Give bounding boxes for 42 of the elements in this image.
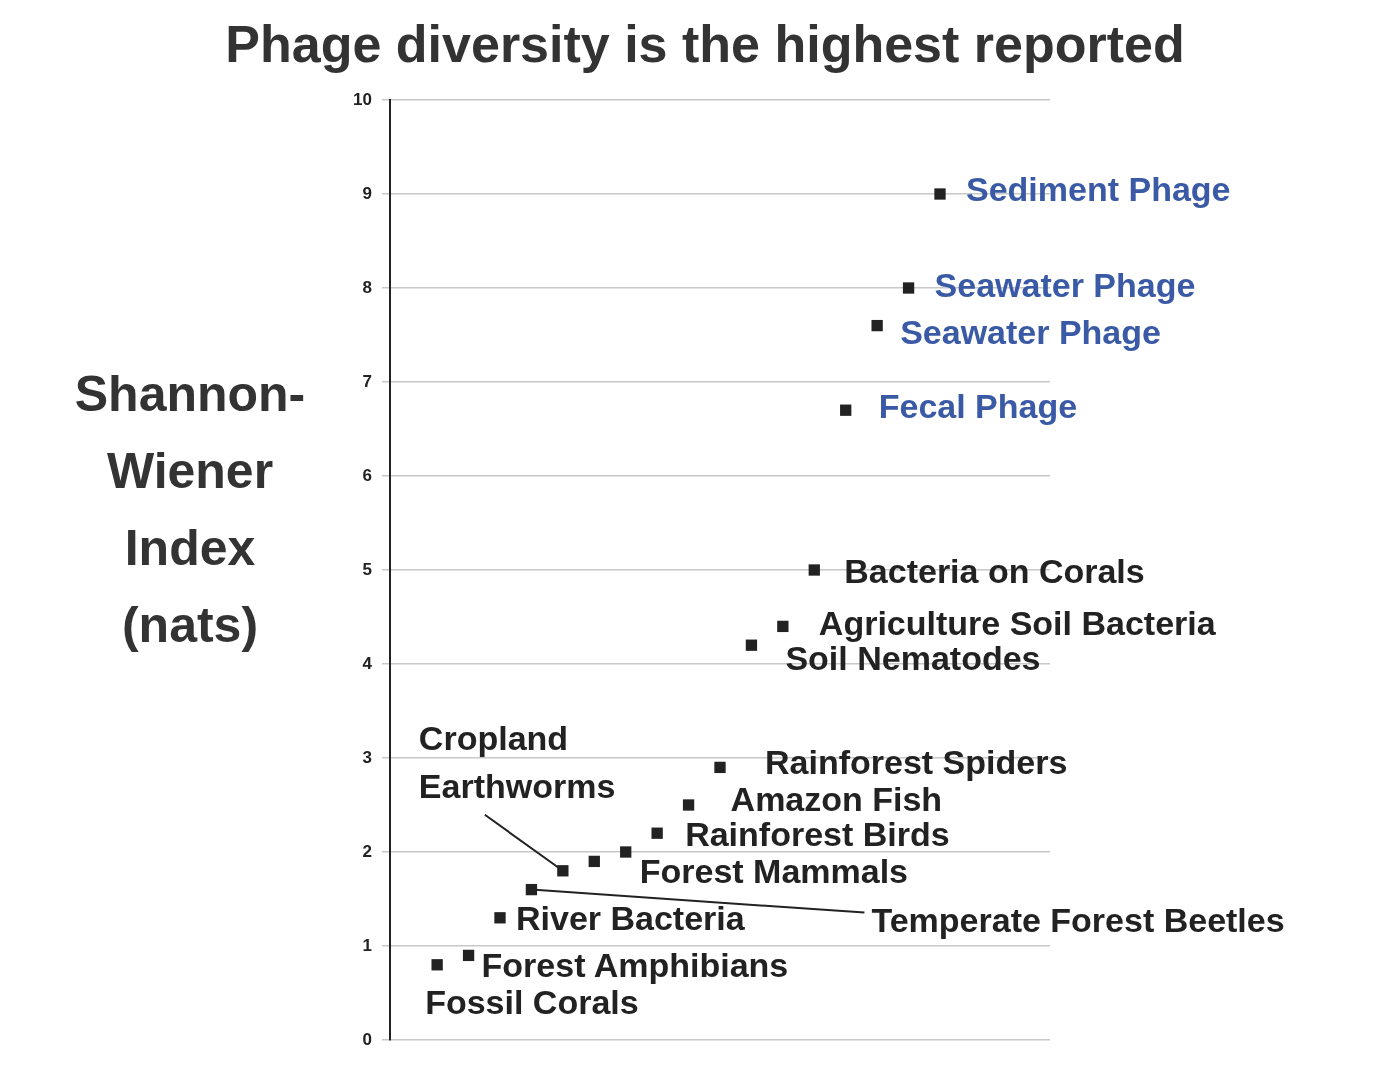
point [494,912,506,924]
point [557,865,569,877]
y-tick-label: 1 [362,935,372,955]
point [431,959,443,971]
data-label: Seawater Phage [934,266,1196,305]
data-label: Sediment Phage [966,170,1231,209]
point [934,188,946,200]
data-label: Forest Mammals [639,852,909,891]
data-label: Agriculture Soil Bacteria [818,603,1217,642]
point [620,846,632,858]
y-tick-label: 8 [362,277,372,297]
point [714,761,726,774]
point [808,564,820,576]
y-tick-label: 0 [362,1029,372,1049]
data-label: Cropland Earthworms [418,719,616,806]
point [588,855,600,868]
data-label: Forest Amphibians [481,945,789,984]
data-label: Fossil Corals [425,983,639,1022]
data-label: Seawater Phage [900,312,1161,351]
y-tick-label: 5 [362,559,372,579]
data-label: River Bacteria [516,899,746,938]
y-tick-label: 3 [362,747,372,767]
y-tick-label: 9 [362,183,372,203]
point [777,620,789,633]
point [745,639,758,651]
y-tick-label: 10 [353,89,372,109]
data-label: Rainforest Spiders [765,742,1068,781]
data-label: Bacteria on Corals [844,552,1145,591]
y-tick-label: 7 [362,371,372,391]
chart-title: Phage diversity is the highest reported [225,15,1185,74]
y-tick-label: 6 [362,465,372,485]
y-axis-title: Shannon-Wiener Index (nats) [74,365,306,653]
y-tick-label: 4 [362,653,373,673]
point [902,282,915,294]
point [682,799,695,811]
y-tick-label: 2 [362,841,372,861]
point [462,949,475,962]
point [840,404,852,416]
data-label: Fecal Phage [878,386,1078,425]
point [871,319,883,332]
point [651,827,663,839]
data-label: Temperate Forest Beetles [871,900,1285,939]
